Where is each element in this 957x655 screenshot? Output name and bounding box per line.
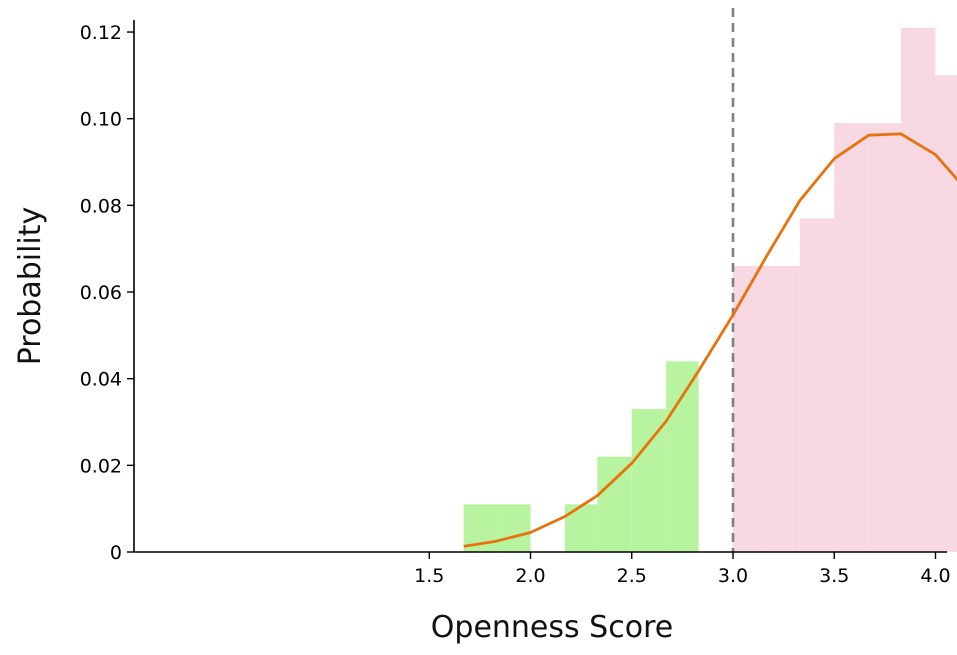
histogram-bar <box>631 409 667 552</box>
ticks: 1.52.02.53.03.54.04.55.000.020.040.060.0… <box>80 22 951 587</box>
histogram-bar <box>666 361 699 552</box>
y-axis-title: Probability <box>13 207 48 366</box>
histogram-bar <box>767 266 800 552</box>
y-tick-label: 0.04 <box>80 369 122 391</box>
x-tick-label: 2.0 <box>515 565 545 587</box>
y-tick-label: 0.02 <box>80 455 122 477</box>
x-tick-label: 3.0 <box>718 565 748 587</box>
threshold-lines <box>731 8 735 552</box>
histogram-bar <box>799 218 835 552</box>
y-tick-label: 0.08 <box>80 195 122 217</box>
histogram-bar <box>935 75 957 553</box>
histogram-bar <box>834 123 869 553</box>
x-tick-label: 3.5 <box>819 565 849 587</box>
bars-layer <box>463 27 957 553</box>
histogram-bar <box>496 504 531 552</box>
x-axis-title: Openness Score <box>431 610 673 645</box>
fit-curve-line <box>463 132 957 548</box>
histogram-bar <box>564 504 598 552</box>
histogram-bar <box>901 27 936 552</box>
x-tick-label: 4.0 <box>920 565 950 587</box>
y-tick-label: 0.12 <box>80 22 122 44</box>
y-tick-label: 0.06 <box>80 282 122 304</box>
y-tick-label: 0 <box>110 542 122 564</box>
fit-curve-layer <box>463 132 957 548</box>
histogram-bar <box>597 456 632 552</box>
x-tick-label: 2.5 <box>617 565 647 587</box>
histogram-bar <box>868 123 902 553</box>
axes <box>133 20 947 553</box>
y-tick-label: 0.10 <box>80 109 122 131</box>
histogram-bar <box>733 266 768 552</box>
x-tick-label: 1.5 <box>414 565 444 587</box>
